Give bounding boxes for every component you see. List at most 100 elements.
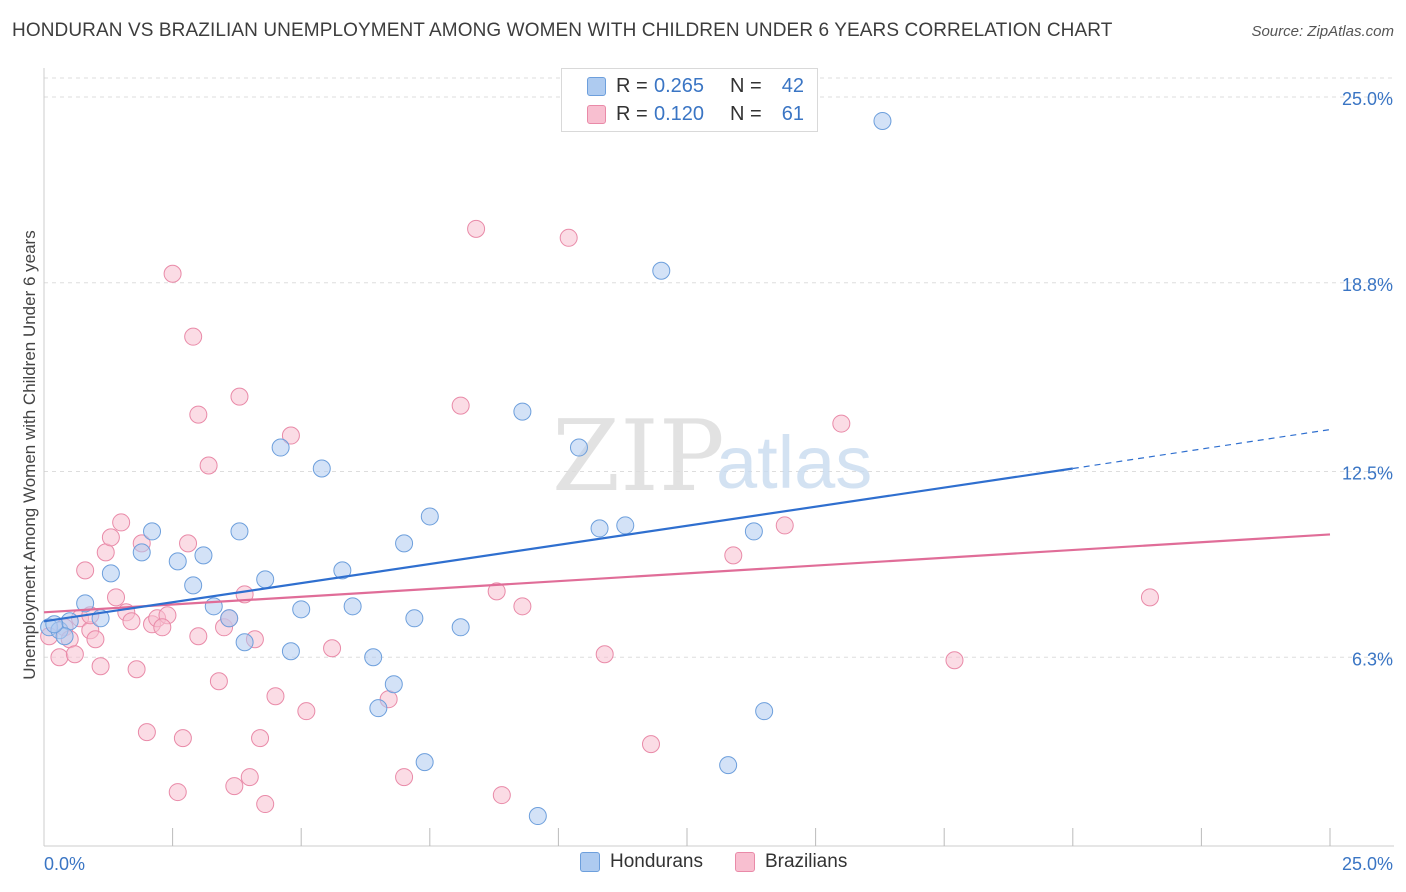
honduran-point bbox=[451, 618, 470, 637]
brazilian-point bbox=[179, 534, 198, 553]
brazilian-point bbox=[199, 456, 218, 475]
honduran-point bbox=[343, 597, 362, 616]
honduran-point bbox=[143, 522, 162, 541]
legend-row-hondurans: R = 0.265 N = 42 bbox=[587, 73, 804, 99]
honduran-point bbox=[420, 507, 439, 526]
brazilian-point bbox=[323, 639, 342, 658]
brazilian-point bbox=[173, 729, 192, 748]
honduran-point bbox=[873, 111, 892, 130]
hondurans-trend-extension bbox=[1072, 428, 1331, 470]
hondurans-trend-line bbox=[43, 467, 1073, 623]
n-label: N = bbox=[730, 74, 762, 97]
honduran-point bbox=[528, 807, 547, 826]
chart-title: HONDURAN VS BRAZILIAN UNEMPLOYMENT AMONG… bbox=[12, 20, 1113, 41]
brazilian-point bbox=[1140, 588, 1159, 607]
honduran-point bbox=[204, 597, 223, 616]
y-tick-label: 6.3% bbox=[1352, 649, 1393, 669]
honduran-point bbox=[569, 438, 588, 457]
brazilian-point bbox=[395, 768, 414, 787]
honduran-point bbox=[405, 609, 424, 628]
honduran-point bbox=[719, 756, 738, 775]
honduran-point bbox=[590, 519, 609, 538]
honduran-point bbox=[755, 702, 774, 721]
legend-label-brazilians: Brazilians bbox=[764, 851, 848, 872]
honduran-point bbox=[616, 516, 635, 535]
r-label: R = bbox=[616, 74, 648, 97]
brazilian-point bbox=[281, 426, 300, 445]
brazilian-point bbox=[230, 387, 249, 406]
honduran-point bbox=[415, 753, 434, 772]
axes bbox=[43, 68, 1394, 847]
brazilian-point bbox=[127, 660, 146, 679]
honduran-point bbox=[333, 561, 352, 580]
brazilian-point bbox=[76, 561, 95, 580]
honduran-point bbox=[384, 675, 403, 694]
data-points bbox=[40, 111, 1159, 826]
r-value: 0.265 bbox=[654, 74, 705, 97]
correlation-legend: R = 0.265 N = 42 R = 0.120 N = 61 bbox=[561, 68, 818, 132]
brazilian-point bbox=[513, 597, 532, 616]
brazilian-point bbox=[832, 414, 851, 433]
hondurans-swatch bbox=[587, 76, 606, 96]
source-credit: Source: ZipAtlas.com bbox=[1251, 23, 1394, 40]
brazilian-point bbox=[487, 582, 506, 601]
n-label: N = bbox=[730, 102, 762, 125]
brazilian-point bbox=[775, 516, 794, 535]
r-label: R = bbox=[616, 102, 648, 125]
brazilian-point bbox=[184, 327, 203, 346]
legend-row-brazilians: R = 0.120 N = 61 bbox=[587, 101, 804, 127]
brazilians-trend-line bbox=[43, 533, 1331, 614]
brazilian-point bbox=[189, 627, 208, 646]
brazilian-point bbox=[225, 777, 244, 796]
honduran-point bbox=[256, 570, 275, 589]
honduran-point bbox=[395, 534, 414, 553]
x-tick-label: 25.0% bbox=[1342, 854, 1393, 874]
honduran-point bbox=[76, 594, 95, 613]
honduran-point bbox=[369, 699, 388, 718]
r-value: 0.120 bbox=[654, 102, 705, 125]
legend-item-brazilians: Brazilians bbox=[734, 851, 848, 873]
legend-item-hondurans: Hondurans bbox=[580, 851, 703, 873]
brazilian-point bbox=[595, 645, 614, 664]
brazilian-point bbox=[209, 672, 228, 691]
honduran-point bbox=[230, 522, 249, 541]
honduran-point bbox=[132, 543, 151, 562]
brazilian-point bbox=[86, 630, 105, 649]
watermark-zip: ZIP bbox=[552, 400, 725, 514]
brazilian-point bbox=[168, 783, 187, 802]
honduran-point bbox=[513, 402, 532, 421]
honduran-point bbox=[292, 600, 311, 619]
brazilians-swatch bbox=[587, 104, 606, 124]
honduran-point bbox=[312, 459, 331, 478]
brazilian-point bbox=[65, 645, 84, 664]
brazilian-point bbox=[724, 546, 743, 565]
brazilian-point bbox=[251, 729, 270, 748]
honduran-point bbox=[184, 576, 203, 595]
brazilian-point bbox=[189, 405, 208, 424]
brazilian-point bbox=[641, 735, 660, 754]
honduran-point bbox=[60, 612, 79, 631]
trend-lines bbox=[43, 428, 1331, 623]
honduran-point bbox=[364, 648, 383, 667]
honduran-point bbox=[55, 627, 74, 646]
honduran-point bbox=[220, 609, 239, 628]
brazilian-point bbox=[137, 723, 156, 742]
brazilian-point bbox=[107, 588, 126, 607]
brazilian-point bbox=[492, 786, 511, 805]
honduran-point bbox=[168, 552, 187, 571]
legend-label-hondurans: Hondurans bbox=[610, 851, 703, 872]
honduran-point bbox=[744, 522, 763, 541]
y-tick-label: 12.5% bbox=[1342, 464, 1393, 484]
brazilian-point bbox=[559, 228, 578, 247]
brazilian-point bbox=[266, 687, 285, 706]
x-tick-label: 0.0% bbox=[44, 854, 85, 874]
y-tick-label: 18.8% bbox=[1342, 275, 1393, 295]
brazilian-point bbox=[91, 657, 110, 676]
brazilian-point bbox=[297, 702, 316, 721]
brazilian-point bbox=[112, 513, 131, 532]
brazilian-point bbox=[50, 648, 69, 667]
series-legend: Hondurans Brazilians bbox=[580, 851, 879, 873]
honduran-point bbox=[194, 546, 213, 565]
